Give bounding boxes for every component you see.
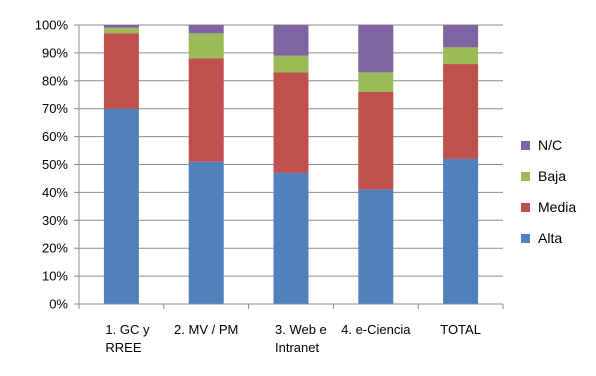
- y-tick-label: 10%: [42, 269, 68, 284]
- bar-segment-alta: [273, 172, 309, 304]
- x-category-label: 2. MV / PM: [174, 322, 238, 337]
- bar-segment-n-c: [443, 25, 479, 48]
- bar-segment-n-c: [103, 25, 139, 28]
- y-tick-label: 30%: [42, 213, 68, 228]
- x-category-label: 1. GC y RREE: [105, 322, 150, 355]
- legend-label: Media: [538, 199, 576, 215]
- bar-segment-media: [273, 72, 309, 173]
- bar-segment-media: [188, 58, 224, 162]
- bar-segment-baja: [103, 27, 139, 34]
- bar-segment-media: [443, 64, 479, 159]
- bar-segment-baja: [273, 55, 309, 73]
- bars: [103, 25, 479, 304]
- bar-segment-alta: [103, 108, 139, 304]
- bar-segment-n-c: [273, 25, 309, 56]
- bar-segment-media: [358, 91, 394, 190]
- bar-segment-baja: [188, 33, 224, 59]
- bar-segment-media: [103, 33, 139, 109]
- y-tick-label: 90%: [42, 45, 68, 60]
- bar-segment-n-c: [188, 25, 224, 34]
- legend: N/C Baja Media Alta: [521, 137, 576, 246]
- y-tick-label: 80%: [42, 73, 68, 88]
- axes: [74, 24, 504, 309]
- y-tick-label: 70%: [42, 101, 68, 116]
- x-category-label: 3. Web e Intranet: [275, 322, 327, 355]
- y-tick-label: 0%: [49, 297, 68, 312]
- legend-swatch: [521, 172, 530, 181]
- y-tick-label: 100%: [35, 18, 69, 33]
- y-tick-label: 50%: [42, 157, 68, 172]
- y-tick-label: 60%: [42, 129, 68, 144]
- legend-swatch: [521, 234, 530, 243]
- legend-label: N/C: [538, 137, 562, 153]
- legend-label: Alta: [538, 230, 562, 246]
- bar-segment-alta: [358, 189, 394, 304]
- y-tick-label: 40%: [42, 185, 68, 200]
- y-tick-label: 20%: [42, 241, 68, 256]
- legend-swatch: [521, 203, 530, 212]
- x-category-label: 4. e-Ciencia: [341, 322, 411, 337]
- bar-segment-n-c: [358, 25, 394, 73]
- y-tick-labels: 0% 10% 20% 30% 40% 50% 60% 70% 80% 90% 100%: [35, 18, 69, 312]
- bar-segment-baja: [443, 47, 479, 65]
- bar-segment-alta: [443, 158, 479, 304]
- bar-segment-alta: [188, 161, 224, 304]
- legend-label: Baja: [538, 168, 566, 184]
- bar-segment-baja: [358, 72, 394, 92]
- legend-swatch: [521, 141, 530, 150]
- x-category-label: TOTAL: [440, 322, 481, 337]
- x-category-labels: 1. GC y RREE 2. MV / PM 3. Web e Intranet 4. …: [105, 322, 481, 355]
